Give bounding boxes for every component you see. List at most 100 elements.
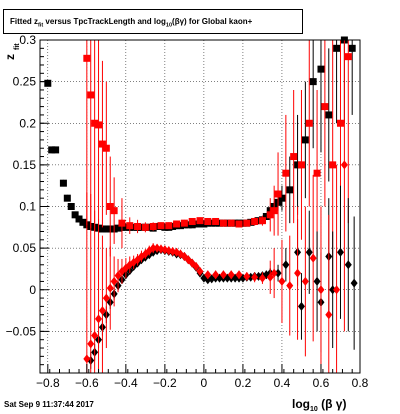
grid [40,39,361,373]
y-axis-label-sub: fit [14,43,21,50]
data-point [266,272,274,282]
data-point [243,271,251,281]
data-point [344,260,352,270]
data-point [258,217,266,225]
data-point [75,215,83,223]
data-point [333,44,341,52]
data-point [95,121,103,129]
x-tick-label: −0.6 [75,376,99,390]
data-point [83,54,91,62]
data-point [212,270,220,280]
datestamp: Sat Sep 9 11:37:44 2017 [4,400,94,409]
data-point [290,153,298,161]
data-point [153,222,161,230]
data-point [130,223,138,231]
data-point [137,223,145,231]
data-point [216,219,224,227]
data-point [247,218,255,226]
data-point [184,221,192,229]
data-point [219,219,227,227]
data-point [63,194,71,202]
y-tick-label: 0.3 [19,33,36,47]
data-point [219,270,227,280]
data-point [262,212,270,220]
y-tick-label: 0.05 [13,241,37,255]
data-point [149,222,157,230]
data-point [165,222,173,230]
data-point [212,217,220,225]
data-point [169,222,177,230]
data-point [110,276,118,286]
data-point [325,111,333,119]
data-point [270,268,278,278]
y-tick-label: 0.25 [13,75,37,89]
x-tick-label: 0.2 [235,376,252,390]
data-point [235,270,243,280]
data-point [192,261,200,271]
data-point [102,225,110,233]
data-point [98,306,106,316]
y-tick-label: 0.15 [13,158,37,172]
data-point [192,220,200,228]
data-point [227,219,235,227]
data-series [83,40,348,373]
data-series [83,40,352,290]
data-point [91,331,99,341]
data-point [333,285,341,295]
data-point [340,160,348,170]
data-point [204,270,212,280]
data-point [282,169,290,177]
data-point [258,273,266,283]
data-point [301,136,309,144]
data-point [118,219,126,227]
data-point [134,222,142,230]
data-point [188,217,196,225]
y-axis-label-z: z [3,54,17,60]
chart-title: Fitted zfit versus TpcTrackLength and lo… [3,9,303,34]
data-point [91,119,99,127]
data-point [305,247,313,257]
data-point [87,339,95,349]
y-tick-label: 0 [29,283,36,297]
data-point [286,186,294,194]
y-tick-label: −0.05 [6,324,37,338]
data-point [294,161,302,169]
data-point [329,285,337,295]
data-point [336,119,344,127]
data-point [266,211,274,219]
data-point [102,144,110,152]
data-point [95,314,103,324]
data-point [196,217,204,225]
data-point [176,222,184,230]
data-points [44,36,358,373]
data-point [83,354,91,364]
data-point [286,281,294,291]
data-point [180,219,188,227]
data-point [106,283,114,293]
data-point [176,249,184,259]
x-tick-label: −0.2 [153,376,177,390]
data-point [137,251,145,261]
data-point [317,285,325,295]
data-point [243,219,251,227]
data-point [309,78,317,86]
data-point [79,218,87,226]
data-point [227,270,235,280]
data-point [301,276,309,286]
data-point [157,222,165,230]
data-point [336,247,344,257]
data-point [329,161,337,169]
data-point [48,146,56,154]
data-point [44,79,52,87]
y-tick-label: 0.2 [19,116,36,130]
data-point [106,203,114,210]
data-point [235,220,243,228]
data-point [110,207,118,215]
data-point [173,220,181,228]
data-point [317,65,325,73]
data-point [223,219,231,227]
data-point [122,223,130,231]
data-point [278,194,286,202]
x-tick-label: −0.8 [36,376,60,390]
